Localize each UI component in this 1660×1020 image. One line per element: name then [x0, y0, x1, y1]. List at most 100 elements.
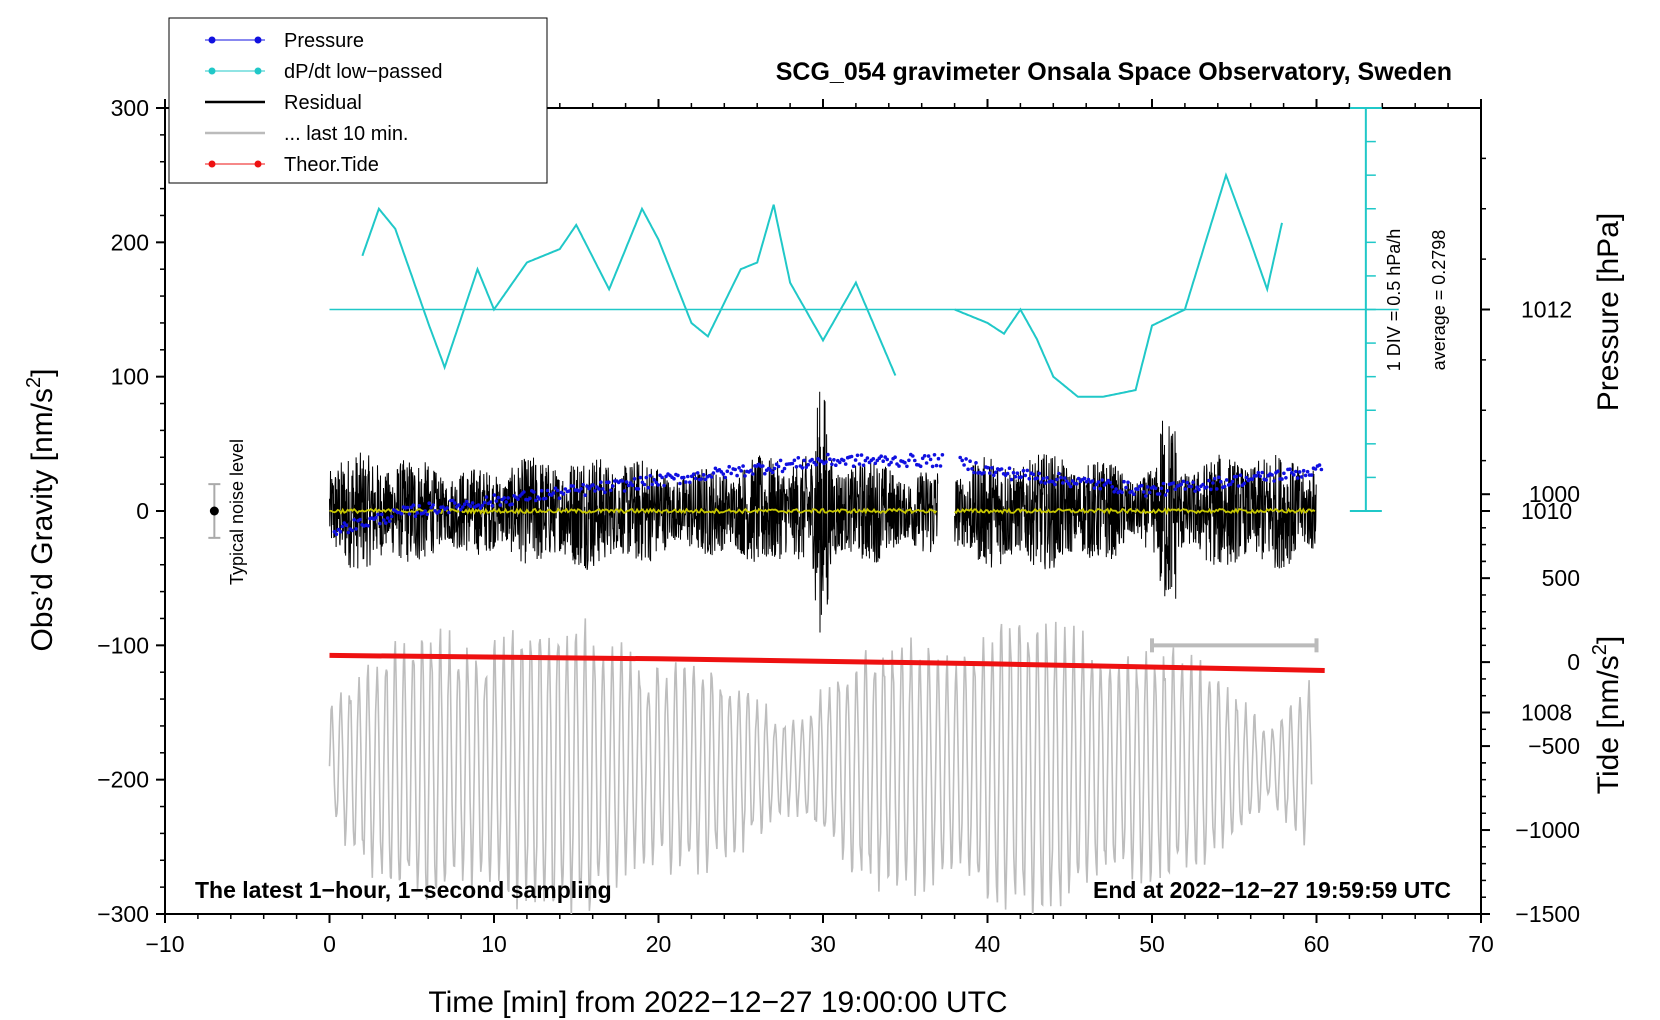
pressure-point	[889, 460, 893, 465]
pressure-point	[1317, 463, 1322, 467]
pressure-point	[701, 473, 706, 477]
pressure-point	[723, 475, 728, 480]
pressure-point	[920, 456, 925, 461]
pressure-point	[695, 471, 700, 475]
left-tick-label--200: −200	[97, 767, 149, 793]
pressure-point	[855, 453, 860, 458]
pressure-point	[739, 469, 743, 473]
tide-series-line	[329, 652, 1325, 673]
pressure-point	[1238, 473, 1243, 478]
tide-axis-title-end: ]	[1592, 636, 1625, 644]
pressure-point	[528, 496, 532, 501]
pressure-point	[1292, 473, 1296, 477]
pressure-point	[993, 470, 998, 475]
pressure-point	[830, 462, 834, 467]
pressure-point	[380, 512, 384, 517]
pressure-point	[1027, 476, 1032, 481]
pressure-point	[1110, 485, 1114, 489]
x-axis-title: Time [min] from 2022−12−27 19:00:00 UTC	[428, 986, 1007, 1019]
pressure-point	[429, 505, 434, 510]
pressure-point	[1076, 476, 1081, 481]
pressure-point	[709, 475, 714, 479]
pressure-point	[1173, 487, 1178, 492]
pressure-point	[1086, 477, 1091, 482]
pressure-point	[684, 480, 688, 484]
pressure-point	[922, 454, 927, 458]
pressure-point	[1280, 477, 1284, 481]
pressure-point	[970, 467, 974, 471]
pressure-point	[903, 460, 907, 465]
pressure-point	[1193, 489, 1197, 493]
pressure-point	[735, 473, 739, 478]
left-tick-label-200: 200	[111, 229, 149, 255]
pressure-point	[682, 475, 686, 480]
pressure-point	[972, 470, 976, 475]
pressure-point	[581, 482, 585, 487]
pressure-point	[926, 454, 931, 458]
pressure-point	[1159, 486, 1164, 491]
pressure-point	[924, 461, 929, 465]
pressure-point	[354, 527, 358, 531]
legend-label-4: Theor.Tide	[284, 154, 379, 176]
pressure-point	[1205, 485, 1209, 489]
pressure-point	[603, 490, 607, 495]
pressure-point	[1157, 492, 1162, 496]
pressure-point	[1256, 470, 1261, 475]
pressure-point	[1104, 481, 1109, 485]
scale-label-div: 1 DIV = 0.5 hPa/h	[1384, 229, 1404, 372]
pressure-point	[729, 471, 733, 476]
x-tick-label-10: 10	[481, 931, 507, 957]
pressure-point	[672, 476, 676, 481]
x-tick-label-20: 20	[646, 931, 672, 957]
pressure-point	[711, 471, 716, 475]
pressure-point	[431, 503, 435, 507]
pressure-point	[1114, 487, 1118, 491]
pressure-point	[1055, 477, 1059, 482]
pressure-point	[693, 476, 698, 481]
pressure-point	[1057, 471, 1061, 476]
pressure-point	[630, 483, 635, 488]
noise-center-dot	[209, 506, 219, 516]
pressure-point	[1019, 475, 1024, 479]
pressure-point	[1272, 479, 1276, 483]
pressure-point	[958, 455, 962, 460]
pressure-point	[964, 457, 968, 461]
pressure-point	[587, 486, 591, 491]
pressure-point	[727, 464, 731, 469]
pressure-point	[646, 485, 651, 490]
pressure-point	[1021, 468, 1026, 473]
pressure-point	[382, 518, 386, 522]
pressure-point	[1236, 484, 1241, 488]
pressure-point	[425, 512, 430, 517]
pressure-point	[930, 464, 935, 469]
pressure-tick-label-1008: 1008	[1521, 700, 1572, 726]
pressure-point	[579, 487, 583, 491]
pressure-point	[1053, 482, 1057, 487]
pressure-point	[545, 488, 550, 493]
pressure-point	[1007, 466, 1012, 471]
pressure-point	[1035, 476, 1039, 481]
pressure-point	[555, 488, 560, 493]
pressure-point	[1045, 476, 1049, 480]
pressure-point	[1294, 469, 1298, 474]
pressure-point	[644, 475, 649, 480]
pressure-point	[733, 467, 737, 472]
x-tick-label-0: 0	[323, 931, 336, 957]
pressure-point	[928, 457, 933, 462]
pressure-point	[1309, 473, 1314, 477]
pressure-point	[1005, 471, 1010, 476]
pressure-point	[780, 469, 785, 474]
pressure-tick-label-1012: 1012	[1521, 297, 1572, 323]
pressure-point	[543, 496, 548, 501]
pressure-point	[1143, 494, 1148, 498]
left-tick-label-300: 300	[111, 95, 149, 121]
pressure-point	[563, 487, 568, 491]
pressure-point	[662, 483, 666, 488]
x-tick-label--10: −10	[145, 931, 184, 957]
pressure-point	[806, 462, 810, 467]
left-axis-title: Obs’d Gravity [nm/s2]	[23, 369, 59, 652]
pressure-point	[1284, 476, 1288, 480]
pressure-point	[1136, 487, 1140, 492]
pressure-point	[893, 455, 897, 460]
pressure-point	[897, 464, 901, 468]
